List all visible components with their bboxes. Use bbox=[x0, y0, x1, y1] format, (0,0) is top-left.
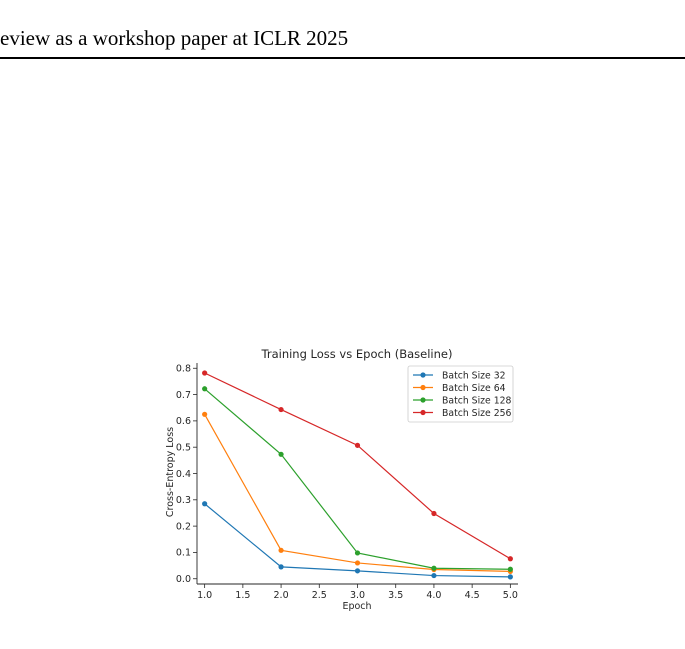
axis-ticks: 1.0 1.5 2.0 2.5 3.0 3.5 4.0 4.5 5.0 0.0 0.1 0.2 0.3 0… bbox=[176, 364, 518, 601]
series-line-1 bbox=[204, 503, 511, 578]
data-point bbox=[202, 501, 208, 507]
legend-swatch-marker bbox=[420, 397, 426, 403]
legend-label: Batch Size 128 bbox=[442, 395, 512, 406]
data-point bbox=[507, 574, 513, 580]
header-rule bbox=[0, 57, 685, 59]
y-tick-label: 0.3 bbox=[176, 495, 191, 506]
y-tick-label: 0.4 bbox=[176, 469, 191, 480]
data-point bbox=[278, 564, 284, 570]
legend-label: Batch Size 256 bbox=[442, 408, 512, 419]
data-point bbox=[278, 406, 284, 413]
y-tick-label: 0.0 bbox=[176, 574, 191, 585]
data-point bbox=[431, 572, 437, 579]
data-point bbox=[202, 411, 208, 417]
data-point bbox=[431, 565, 437, 571]
series-group bbox=[202, 370, 513, 580]
legend-swatch-marker bbox=[420, 384, 426, 391]
data-point bbox=[507, 556, 513, 562]
data-point bbox=[354, 568, 361, 574]
data-point bbox=[507, 566, 513, 572]
y-axis-label: Cross-Entropy Loss bbox=[165, 427, 176, 517]
chart-title: Training Loss vs Epoch (Baseline) bbox=[261, 347, 453, 361]
running-header: eview as a workshop paper at ICLR 2025 bbox=[0, 26, 349, 50]
legend-box bbox=[407, 365, 514, 423]
x-tick-label: 4.5 bbox=[465, 590, 480, 601]
y-tick-label: 0.6 bbox=[176, 416, 191, 427]
data-point bbox=[354, 442, 361, 448]
x-tick-label: 1.0 bbox=[197, 590, 212, 601]
y-tick-label: 0.2 bbox=[176, 521, 191, 532]
data-point bbox=[354, 550, 361, 556]
legend-swatch-marker bbox=[420, 372, 426, 378]
data-point bbox=[431, 510, 437, 517]
y-tick-label: 0.8 bbox=[176, 364, 191, 375]
data-point bbox=[278, 451, 284, 457]
legend-swatch-marker bbox=[420, 409, 426, 416]
legend-label: Batch Size 32 bbox=[442, 370, 506, 381]
y-tick-label: 0.5 bbox=[176, 442, 191, 453]
data-point bbox=[202, 386, 208, 392]
x-tick-label: 5.0 bbox=[503, 590, 518, 601]
x-tick-label: 4.0 bbox=[426, 590, 441, 601]
x-tick-label: 3.5 bbox=[388, 590, 403, 601]
series-line-2 bbox=[204, 414, 511, 572]
x-tick-label: 3.0 bbox=[350, 590, 365, 601]
data-point bbox=[278, 547, 284, 553]
data-point bbox=[202, 370, 208, 376]
y-tick-label: 0.7 bbox=[176, 390, 191, 401]
data-point bbox=[354, 560, 361, 566]
legend-label: Batch Size 64 bbox=[442, 383, 506, 394]
x-tick-label: 2.5 bbox=[312, 590, 327, 601]
x-tick-label: 2.0 bbox=[274, 590, 289, 601]
x-tick-label: 1.5 bbox=[235, 590, 250, 601]
y-tick-label: 0.1 bbox=[176, 548, 191, 559]
x-axis-label: Epoch bbox=[342, 601, 371, 612]
